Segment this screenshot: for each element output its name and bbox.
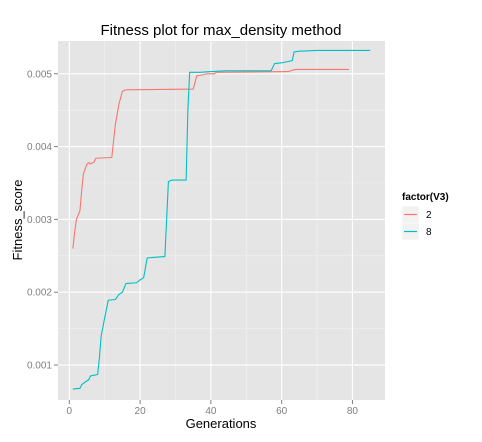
major-gridlines <box>58 41 385 400</box>
legend-label-8: 8 <box>426 227 432 238</box>
series-line-8 <box>72 49 371 390</box>
x-axis: 0 20 40 60 80 <box>67 400 359 417</box>
series-line-2 <box>72 68 349 249</box>
plot-panel <box>58 41 385 400</box>
y-tick-label: 0.004 <box>27 142 52 153</box>
x-tick-label: 20 <box>135 406 147 417</box>
y-tick-label: 0.005 <box>27 69 52 80</box>
x-axis-title: Generations <box>186 416 257 431</box>
legend-label-2: 2 <box>426 210 432 221</box>
legend: factor(V3) 28 <box>401 192 449 241</box>
legend-items: 28 <box>401 205 432 241</box>
legend-title: factor(V3) <box>402 192 449 203</box>
y-tick-label: 0.002 <box>27 288 52 299</box>
y-tick-label: 0.003 <box>27 215 52 226</box>
x-tick-label: 0 <box>67 406 73 417</box>
x-tick-label: 60 <box>276 406 288 417</box>
series-layer <box>72 49 371 390</box>
x-tick-label: 80 <box>347 406 359 417</box>
y-axis: 0.001 0.002 0.003 0.004 0.005 <box>27 69 58 372</box>
chart-title: Fitness plot for max_density method <box>101 22 342 39</box>
minor-gridlines <box>58 41 385 400</box>
y-axis-title: Fitness_score <box>10 180 25 261</box>
y-tick-label: 0.001 <box>27 361 52 372</box>
x-tick-label: 40 <box>205 406 217 417</box>
